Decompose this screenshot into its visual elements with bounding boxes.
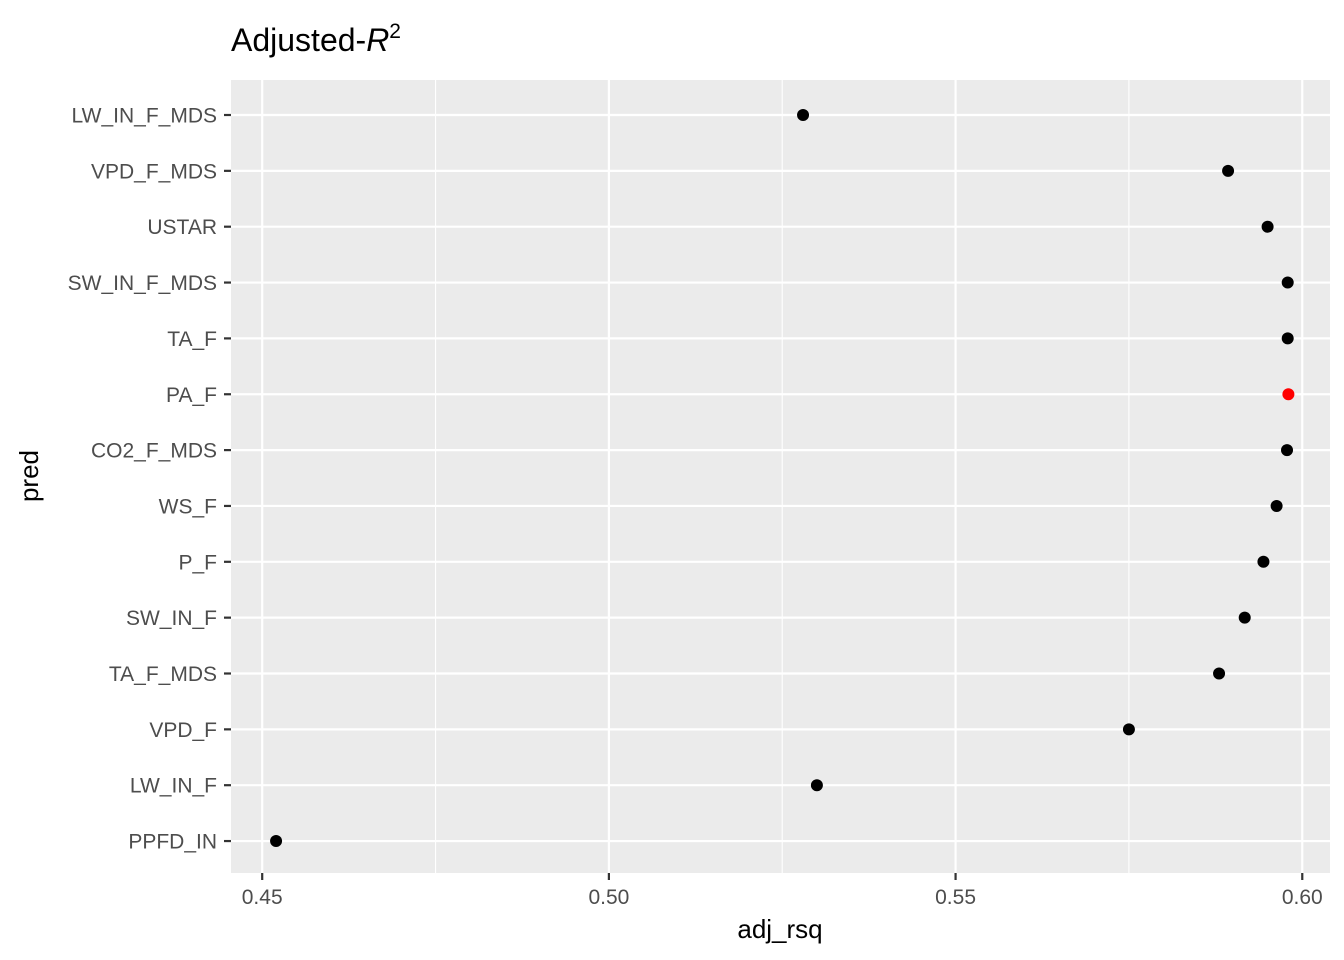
y-tick-label: LW_IN_F bbox=[130, 775, 217, 798]
x-axis: 0.45 0.50 0.55 0.60 bbox=[242, 873, 1323, 909]
y-tick-label: TA_F_MDS bbox=[109, 663, 217, 686]
chart-title: Adjusted-R2 bbox=[231, 20, 401, 58]
minor-gridlines bbox=[434, 80, 1130, 873]
x-tick-label: 0.55 bbox=[935, 886, 976, 909]
chart-title-math: R bbox=[366, 22, 389, 58]
highlighted-data-point bbox=[1282, 388, 1295, 401]
y-tick-label: USTAR bbox=[147, 216, 217, 239]
x-tick-label: 0.45 bbox=[242, 886, 283, 909]
data-point bbox=[810, 779, 823, 792]
x-axis-title: adj_rsq bbox=[737, 914, 822, 944]
chart-title-text: Adjusted- bbox=[231, 22, 366, 58]
data-points bbox=[270, 109, 1295, 848]
data-point bbox=[270, 835, 283, 848]
y-tick-label: TA_F bbox=[167, 328, 217, 351]
chart-title-superscript: 2 bbox=[389, 20, 401, 43]
data-point bbox=[797, 109, 810, 121]
y-tick-label: LW_IN_F_MDS bbox=[72, 105, 217, 128]
y-tick-label: SW_IN_F bbox=[126, 607, 217, 630]
y-tick-label: PA_F bbox=[166, 384, 217, 407]
data-point bbox=[1281, 332, 1294, 345]
data-point bbox=[1257, 555, 1270, 568]
x-tick-label: 0.60 bbox=[1282, 886, 1323, 909]
data-point bbox=[1213, 667, 1226, 680]
data-point bbox=[1122, 723, 1135, 736]
x-tick-label: 0.50 bbox=[588, 886, 629, 909]
data-point bbox=[1281, 276, 1294, 289]
data-point bbox=[1238, 611, 1251, 624]
y-tick-label: CO2_F_MDS bbox=[91, 440, 217, 463]
data-point bbox=[1281, 444, 1294, 457]
data-point bbox=[1222, 164, 1235, 177]
y-axis-title: pred bbox=[14, 450, 44, 502]
y-tick-label: WS_F bbox=[159, 495, 217, 518]
y-tick-label: VPD_F bbox=[149, 719, 217, 742]
y-tick-label: SW_IN_F_MDS bbox=[68, 272, 217, 295]
data-point bbox=[1261, 220, 1274, 233]
y-tick-label: PPFD_IN bbox=[128, 831, 217, 854]
y-tick-label: P_F bbox=[178, 551, 217, 574]
y-axis: LW_IN_F_MDS VPD_F_MDS USTAR SW_IN_F_MDS TA_F… bbox=[68, 105, 231, 854]
y-tick-label: VPD_F_MDS bbox=[91, 160, 217, 183]
plot-panel bbox=[231, 80, 1330, 873]
data-point bbox=[1270, 499, 1283, 512]
major-gridlines bbox=[231, 80, 1330, 873]
